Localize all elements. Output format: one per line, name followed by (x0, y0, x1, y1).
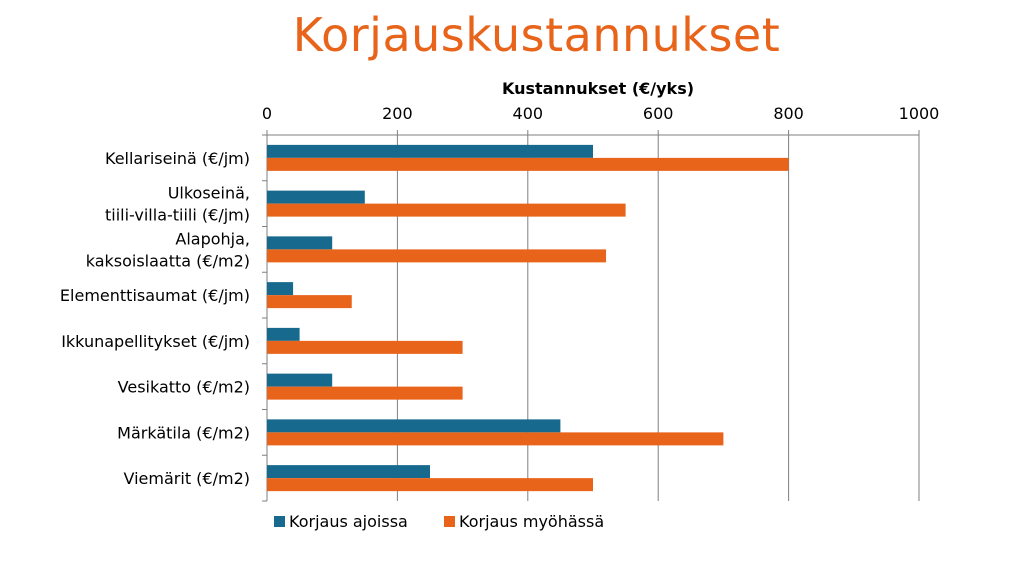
x-tick-label: 0 (262, 104, 272, 123)
bar-late (267, 295, 352, 309)
bar-on-time (267, 282, 294, 296)
category-label: Vesikatto (€/m2) (118, 378, 250, 397)
bar-on-time (267, 465, 430, 479)
bar-on-time (267, 144, 593, 158)
category-label: kaksoislaatta (€/m2) (86, 251, 250, 270)
bar-late (267, 249, 607, 263)
bar-on-time (267, 190, 365, 204)
x-axis-title: Kustannukset (€/yks) (502, 79, 694, 98)
x-tick-label: 800 (773, 104, 804, 123)
category-label: Viemärit (€/m2) (124, 469, 250, 488)
legend-swatch-on-time (274, 516, 285, 527)
bar-on-time (267, 327, 300, 341)
x-tick-label: 600 (643, 104, 674, 123)
category-label: Kellariseinä (€/jm) (105, 149, 250, 168)
legend-swatch-late (444, 516, 455, 527)
bar-late (267, 203, 626, 217)
bar-on-time (267, 419, 561, 433)
bar-late (267, 157, 789, 171)
bar-late (267, 340, 463, 354)
bar-on-time (267, 373, 333, 387)
category-label: Elementtisaumat (€/jm) (60, 286, 250, 305)
bar-late (267, 432, 724, 446)
category-label: Ikkunapellitykset (€/jm) (61, 332, 250, 351)
category-label: Märkätila (€/m2) (117, 423, 250, 442)
legend-label: Korjaus myöhässä (459, 512, 604, 531)
x-tick-label: 200 (382, 104, 413, 123)
x-tick-label: 1000 (899, 104, 940, 123)
legend-label: Korjaus ajoissa (289, 512, 408, 531)
category-label: Ulkoseinä, (168, 184, 250, 203)
bar-late (267, 386, 463, 400)
category-label: Alapohja, (175, 229, 250, 248)
slide-title: Korjauskustannukset (292, 8, 781, 62)
category-label: tiili-villa-tiili (€/jm) (105, 206, 250, 225)
bar-on-time (267, 236, 333, 250)
x-tick-label: 400 (513, 104, 544, 123)
bar-late (267, 478, 593, 492)
